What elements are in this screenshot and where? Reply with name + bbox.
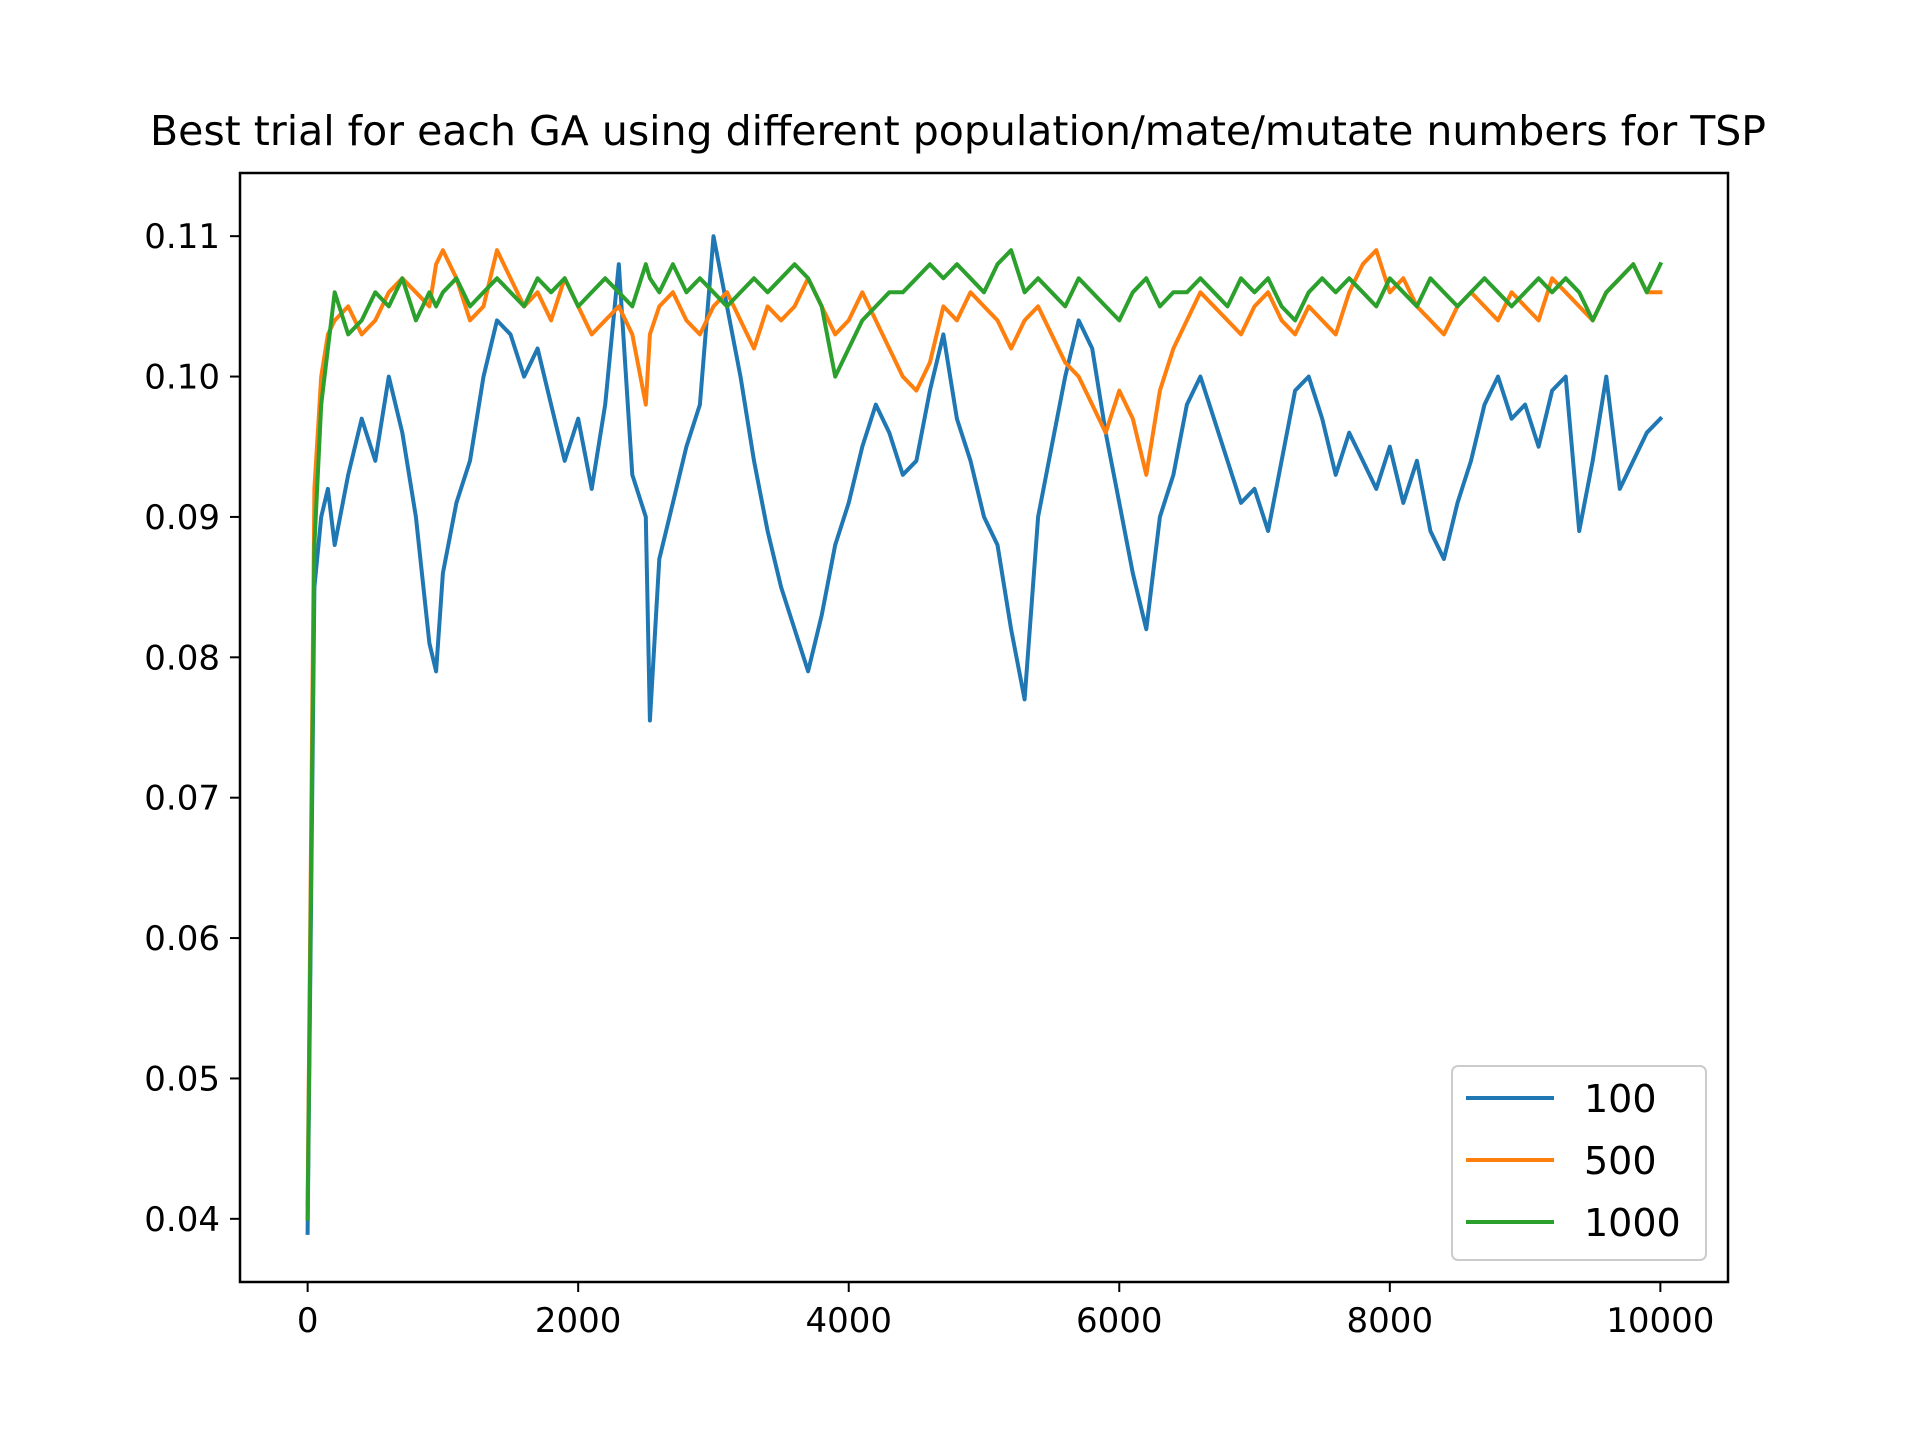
y-tick-label: 0.04 [144, 1200, 220, 1240]
y-tick-label: 0.09 [144, 498, 220, 538]
x-tick-label: 10000 [1606, 1301, 1714, 1341]
legend-label-500: 500 [1584, 1139, 1657, 1183]
series-line-1000 [305, 248, 1664, 1221]
x-axis: 0 2000 4000 6000 8000 10000 [297, 1282, 1714, 1341]
legend-label-100: 100 [1584, 1077, 1657, 1121]
y-tick-label: 0.11 [144, 217, 220, 257]
y-tick-label: 0.05 [144, 1059, 220, 1099]
y-tick-label: 0.10 [144, 358, 220, 398]
legend: 100 500 1000 [1451, 1065, 1707, 1261]
chart-title: Best trial for each GA using different p… [150, 107, 1766, 155]
x-tick-label: 2000 [535, 1301, 622, 1341]
x-tick-label: 8000 [1347, 1301, 1434, 1341]
x-tick-label: 0 [297, 1301, 319, 1341]
y-tick-label: 0.07 [144, 779, 220, 819]
y-tick-label: 0.08 [144, 638, 220, 678]
x-tick-label: 4000 [805, 1301, 892, 1341]
series-line-500 [305, 248, 1663, 1207]
y-axis: 0.04 0.05 0.06 0.07 0.08 0.09 0.10 0.11 [144, 217, 240, 1240]
axes-frame [238, 171, 1730, 1284]
legend-box [1451, 1065, 1707, 1261]
y-tick-label: 0.06 [144, 919, 220, 959]
series-layer [305, 234, 1664, 1235]
legend-label-1000: 1000 [1584, 1201, 1681, 1245]
series-line-100 [305, 234, 1664, 1235]
x-tick-label: 6000 [1076, 1301, 1163, 1341]
